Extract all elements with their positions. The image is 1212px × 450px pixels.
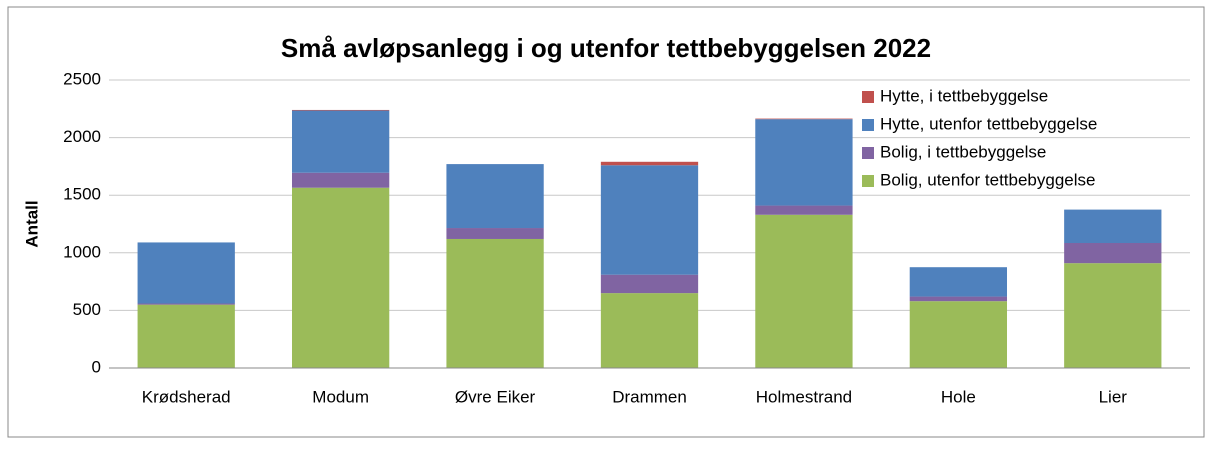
bar-segment <box>600 161 699 166</box>
x-tick-label: Lier <box>1099 387 1128 406</box>
bar-segment <box>909 267 1008 297</box>
legend-swatch <box>862 147 874 159</box>
bar-segment <box>755 214 853 368</box>
x-tick-label: Holmestrand <box>756 387 852 406</box>
x-tick-label: Krødsherad <box>142 387 231 406</box>
bar-segment <box>600 293 699 368</box>
bar-segment <box>909 301 1008 368</box>
bar-segment <box>446 164 544 229</box>
bar-segment <box>137 242 235 304</box>
legend-swatch <box>862 119 874 131</box>
y-tick-label: 1500 <box>63 185 101 204</box>
bar-segment <box>446 238 544 368</box>
bar-segment <box>137 303 235 305</box>
bar-segment <box>291 109 390 111</box>
x-tick-label: Modum <box>312 387 369 406</box>
x-tick-label: Øvre Eiker <box>455 387 536 406</box>
x-tick-label: Drammen <box>612 387 687 406</box>
y-tick-label: 2000 <box>63 127 101 146</box>
bar-segment <box>755 205 853 215</box>
legend-label: Hytte, utenfor tettbebyggelse <box>880 114 1097 133</box>
bar-segment <box>446 228 544 239</box>
y-axis-label: Antall <box>22 200 41 247</box>
bar-segment <box>1064 243 1162 264</box>
bar-segment <box>137 304 235 368</box>
legend-swatch <box>862 175 874 187</box>
legend-label: Hytte, i tettbebyggelse <box>880 86 1048 105</box>
bar-segment <box>1064 263 1162 368</box>
chart-title: Små avløpsanlegg i og utenfor tettbebygg… <box>281 33 931 63</box>
y-tick-label: 2500 <box>63 69 101 88</box>
bar-segment <box>600 274 699 294</box>
y-tick-label: 0 <box>92 357 101 376</box>
bar-segment <box>1064 209 1162 244</box>
bar-segment <box>909 296 1008 302</box>
y-tick-label: 1000 <box>63 242 101 261</box>
y-tick-label: 500 <box>73 300 101 319</box>
bar-segment <box>291 110 390 173</box>
x-tick-label: Hole <box>941 387 976 406</box>
legend-swatch <box>862 91 874 103</box>
legend-label: Bolig, utenfor tettbebyggelse <box>880 170 1095 189</box>
bar-segment <box>600 165 699 275</box>
legend-label: Bolig, i tettbebyggelse <box>880 142 1046 161</box>
bar-segment <box>755 119 853 206</box>
bar-segment <box>291 172 390 188</box>
bar-segment <box>755 118 853 120</box>
bar-segment <box>291 187 390 368</box>
